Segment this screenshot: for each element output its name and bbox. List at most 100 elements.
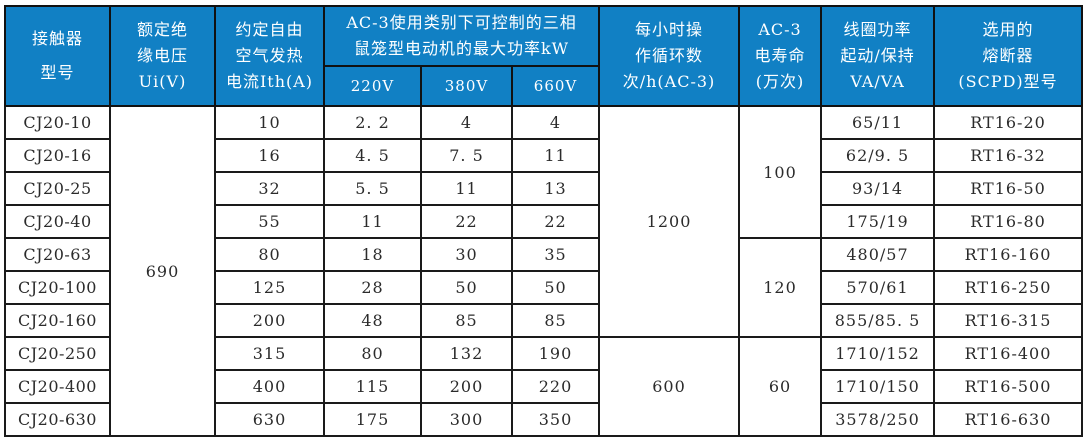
cell-kw660: 11 — [510, 138, 601, 173]
header-text: (万次) — [755, 71, 805, 91]
cell-ith: 630 — [214, 402, 325, 437]
cell-kw380: 132 — [420, 336, 513, 371]
table-row: CJ20-100 125 28 50 50 570/61 RT16-250 — [4, 270, 1084, 305]
header-text: (SCPD)型号 — [958, 71, 1058, 91]
cell-ith: 10 — [214, 105, 325, 140]
header-660v: 660V — [510, 65, 601, 107]
cell-kw660: 13 — [510, 171, 601, 206]
table-row: CJ20-400 400 115 200 220 1710/150 RT16-5… — [4, 369, 1084, 404]
table-row: CJ20-25 32 5. 5 11 13 93/14 RT16-50 — [4, 171, 1084, 206]
cell-life-merged: 120 — [738, 237, 823, 338]
cell-fuse: RT16-250 — [933, 270, 1084, 305]
header-contactor-model: 接触器 型号 — [4, 5, 111, 107]
cell-coil: 62/9. 5 — [820, 138, 936, 173]
cell-kw660: 4 — [510, 105, 601, 140]
cell-fuse: RT16-20 — [933, 105, 1084, 140]
cell-ith: 125 — [214, 270, 325, 305]
cell-kw380: 4 — [420, 105, 513, 140]
cell-model: CJ20-40 — [4, 204, 111, 239]
header-text: AC-3使用类别下可控制的三相 — [346, 13, 577, 33]
cell-fuse: RT16-50 — [933, 171, 1084, 206]
table-row: CJ20-160 200 48 85 85 855/85. 5 RT16-315 — [4, 303, 1084, 338]
cell-kw660: 35 — [510, 237, 601, 272]
header-rated-insulation-voltage: 额定绝 缘电压 Ui(V) — [109, 5, 216, 107]
cell-model: CJ20-160 — [4, 303, 111, 338]
table-row: CJ20-16 16 4. 5 7. 5 11 62/9. 5 RT16-32 — [4, 138, 1084, 173]
cell-kw220: 80 — [323, 336, 422, 371]
header-text: Ui(V) — [138, 71, 187, 91]
header-text: 接触器 — [31, 29, 83, 49]
header-text: 每小时操 — [635, 20, 704, 40]
cell-kw220: 115 — [323, 369, 422, 404]
contactor-spec-table: 接触器 型号 额定绝 缘电压 Ui(V) 约定自由 空气发热 电流Ith(A) … — [4, 5, 1084, 437]
cell-kw380: 200 — [420, 369, 513, 404]
cell-coil: 855/85. 5 — [820, 303, 936, 338]
cell-coil: 3578/250 — [820, 402, 936, 437]
cell-ith: 315 — [214, 336, 325, 371]
cell-model: CJ20-100 — [4, 270, 111, 305]
cell-kw380: 50 — [420, 270, 513, 305]
table-row: CJ20-63 80 18 30 35 120 480/57 RT16-160 — [4, 237, 1084, 338]
header-text: 缘电压 — [136, 46, 188, 66]
cell-kw660: 85 — [510, 303, 601, 338]
cell-fuse: RT16-315 — [933, 303, 1084, 338]
cell-cycles-merged: 1200 — [598, 105, 741, 338]
cell-ith: 80 — [214, 237, 325, 272]
cell-kw380: 7. 5 — [420, 138, 513, 173]
cell-coil: 65/11 — [820, 105, 936, 140]
header-text: 选用的 — [982, 20, 1034, 40]
cell-kw380: 11 — [420, 171, 513, 206]
cell-life-merged: 100 — [738, 105, 823, 239]
header-coil-power: 线圈功率 起动/保持 VA/VA — [820, 5, 936, 107]
header-220v: 220V — [323, 65, 422, 107]
header-text: VA/VA — [850, 71, 905, 91]
cell-kw660: 190 — [510, 336, 601, 371]
header-text: 电寿命 — [754, 46, 806, 66]
header-text: 约定自由 — [235, 20, 304, 40]
table-header: 接触器 型号 额定绝 缘电压 Ui(V) 约定自由 空气发热 电流Ith(A) … — [4, 5, 1084, 107]
header-max-motor-power-group: AC-3使用类别下可控制的三相 鼠笼型电动机的最大功率kW — [322, 5, 601, 67]
cell-kw380: 300 — [420, 402, 513, 437]
cell-coil: 570/61 — [820, 270, 936, 305]
header-text: 电流Ith(A) — [225, 71, 314, 91]
cell-ith: 200 — [214, 303, 325, 338]
cell-fuse: RT16-32 — [933, 138, 1084, 173]
table-body: CJ20-10 690 10 2. 2 4 4 1200 100 65/11 R… — [4, 105, 1084, 437]
cell-coil: 93/14 — [820, 171, 936, 206]
cell-kw220: 5. 5 — [323, 171, 422, 206]
cell-model: CJ20-63 — [4, 237, 111, 272]
cell-model: CJ20-630 — [4, 402, 111, 437]
header-text: 熔断器 — [982, 46, 1034, 66]
table-row: CJ20-250 315 80 132 190 600 60 1710/152 … — [4, 336, 1084, 437]
cell-ith: 16 — [214, 138, 325, 173]
cell-model: CJ20-16 — [4, 138, 111, 173]
cell-fuse: RT16-400 — [933, 336, 1084, 371]
cell-coil: 1710/150 — [820, 369, 936, 404]
cell-fuse: RT16-630 — [933, 402, 1084, 437]
cell-model: CJ20-400 — [4, 369, 111, 404]
cell-ith: 32 — [214, 171, 325, 206]
cell-ui-merged: 690 — [109, 105, 216, 437]
header-thermal-current: 约定自由 空气发热 电流Ith(A) — [214, 5, 325, 107]
cell-fuse: RT16-80 — [933, 204, 1084, 239]
cell-kw380: 85 — [420, 303, 513, 338]
cell-ith: 55 — [214, 204, 325, 239]
cell-kw220: 18 — [323, 237, 422, 272]
cell-fuse: RT16-160 — [933, 237, 1084, 272]
cell-kw380: 30 — [420, 237, 513, 272]
cell-ith: 400 — [214, 369, 325, 404]
cell-kw660: 22 — [510, 204, 601, 239]
cell-kw220: 48 — [323, 303, 422, 338]
cell-kw220: 175 — [323, 402, 422, 437]
cell-kw380: 22 — [420, 204, 513, 239]
cell-model: CJ20-250 — [4, 336, 111, 371]
cell-coil: 1710/152 — [820, 336, 936, 371]
cell-life-merged: 60 — [738, 336, 823, 437]
header-text: AC-3 — [758, 20, 802, 40]
header-text: 起动/保持 — [840, 46, 915, 66]
table-row: CJ20-40 55 11 22 22 175/19 RT16-80 — [4, 204, 1084, 239]
cell-kw660: 50 — [510, 270, 601, 305]
cell-kw220: 28 — [323, 270, 422, 305]
cell-coil: 175/19 — [820, 204, 936, 239]
cell-kw220: 2. 2 — [323, 105, 422, 140]
